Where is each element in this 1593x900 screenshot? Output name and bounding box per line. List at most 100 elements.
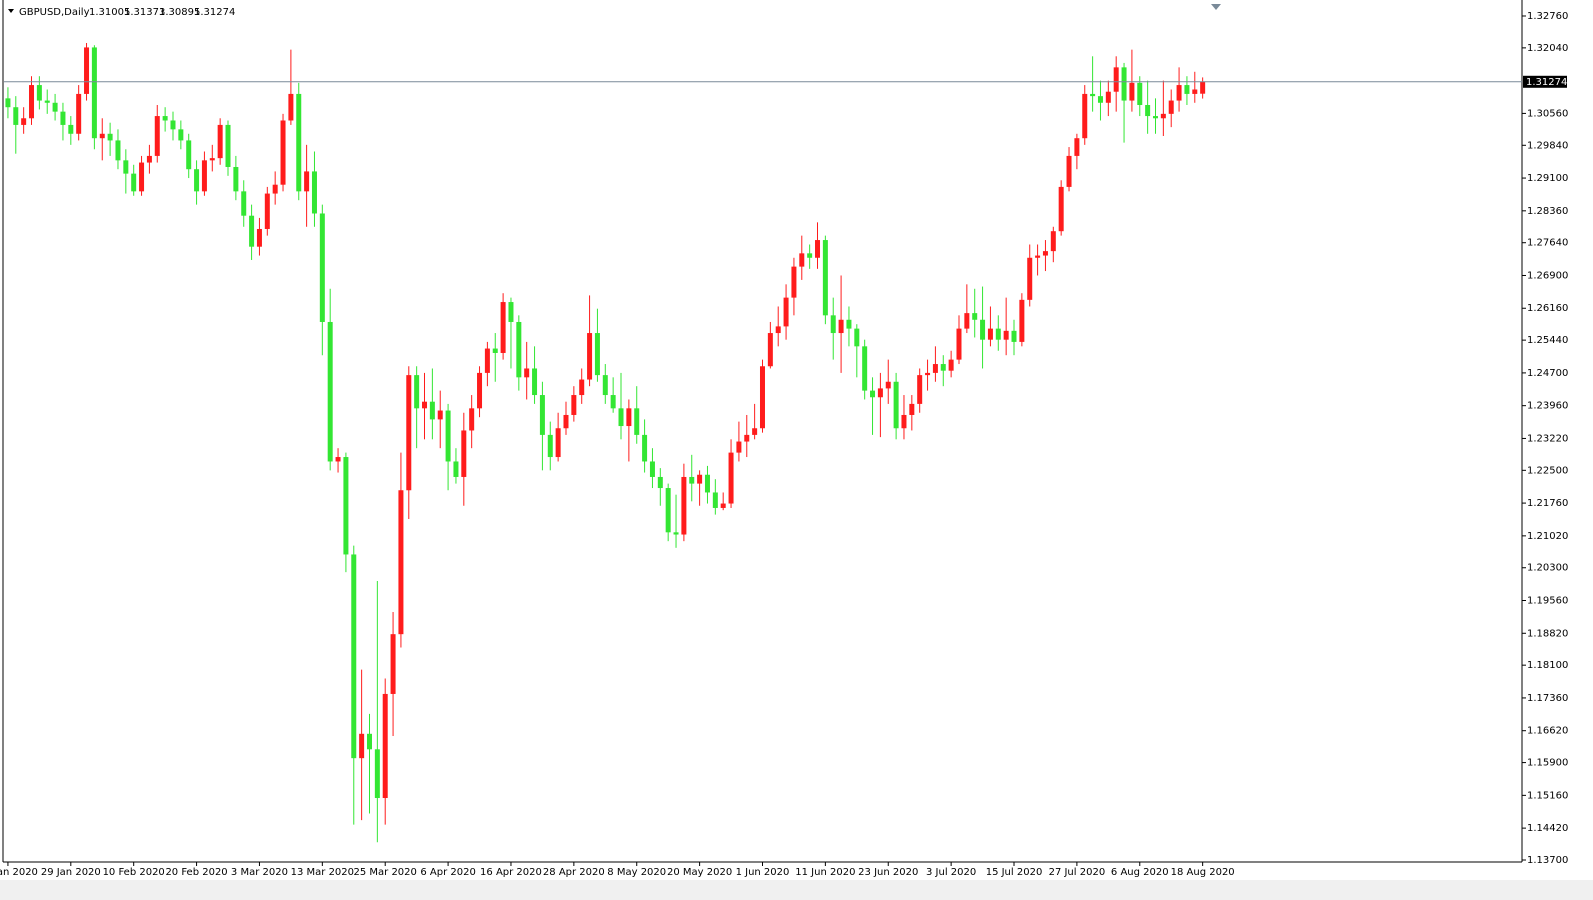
candle [422, 372, 428, 440]
candle [162, 107, 168, 132]
candle-body [13, 107, 19, 125]
candle [1192, 71, 1198, 103]
candle [1011, 319, 1017, 356]
candle-body [414, 375, 420, 409]
candle-body [822, 240, 828, 316]
candle-body [1121, 67, 1127, 101]
candle [1184, 76, 1190, 105]
x-tick-label: 10 Feb 2020 [103, 867, 165, 878]
candle-body [767, 333, 773, 367]
candle-body [390, 634, 396, 694]
x-tick-label: 29 Jan 2020 [41, 867, 101, 878]
candle [815, 222, 821, 269]
candle-body [830, 315, 836, 334]
candle [720, 492, 726, 511]
y-tick-label: 1.26900 [1527, 270, 1568, 281]
candle-body [1058, 186, 1064, 232]
candle-body [91, 47, 97, 139]
x-tick-label: 8 May 2020 [607, 867, 666, 878]
candle [256, 217, 262, 256]
candle-body [201, 160, 207, 192]
candle [555, 412, 561, 462]
y-tick-label: 1.30560 [1527, 108, 1568, 119]
candle-body [555, 428, 561, 458]
candle [1082, 85, 1088, 145]
candle-body [429, 401, 435, 420]
candle-body [115, 140, 121, 161]
candle-body [484, 348, 490, 373]
candle [44, 89, 50, 114]
candle [759, 359, 765, 433]
candle-body [131, 173, 137, 192]
candle [209, 144, 215, 172]
candle-body [154, 116, 160, 156]
candle [547, 421, 553, 471]
candle [838, 275, 844, 373]
y-tick-label: 1.18100 [1527, 660, 1568, 671]
candle [1145, 80, 1151, 134]
candle-body [783, 297, 789, 327]
candle [272, 171, 278, 205]
candle [359, 669, 365, 821]
candle-body [374, 749, 380, 799]
candle-body [477, 372, 483, 409]
candle-body [838, 319, 844, 334]
candle-body [744, 434, 750, 442]
candle [712, 479, 718, 515]
x-tick-label: 25 Mar 2020 [354, 867, 417, 878]
candle-body [1097, 96, 1103, 103]
candle [139, 155, 145, 196]
y-tick-label: 1.19560 [1527, 596, 1568, 607]
candle-body [76, 93, 82, 134]
candle [1066, 147, 1072, 192]
candle-body [453, 461, 459, 477]
candle-body [1027, 257, 1033, 300]
candle [972, 288, 978, 338]
candle-body [893, 381, 899, 429]
candle [351, 545, 357, 825]
candle [390, 612, 396, 737]
candle [437, 390, 443, 449]
candle [76, 85, 82, 141]
candle [524, 341, 530, 400]
candle-body [296, 93, 302, 192]
menu-arrow[interactable] [8, 9, 14, 13]
candle [563, 401, 569, 435]
candle-body [571, 395, 577, 415]
candle-body [366, 733, 372, 750]
candle [893, 372, 899, 440]
candle [704, 465, 710, 504]
candle [822, 235, 828, 325]
y-tick-label: 1.15160 [1527, 790, 1568, 801]
candle [799, 235, 805, 280]
candle [587, 295, 593, 387]
candle-body [712, 492, 718, 508]
candle-body [885, 381, 891, 389]
candle-body [68, 124, 74, 134]
candle [657, 468, 663, 506]
candle-body [516, 321, 522, 378]
y-tick-label: 1.25440 [1527, 335, 1568, 346]
candle [783, 284, 789, 340]
candle-body [704, 474, 710, 493]
candle [1003, 297, 1009, 356]
candle-body [500, 302, 506, 353]
candle [107, 122, 113, 156]
candle-body [1200, 81, 1206, 94]
candle-body [272, 184, 278, 194]
price-tag [1523, 75, 1567, 88]
candle [980, 286, 986, 369]
candle [382, 678, 388, 825]
candle-body [36, 85, 42, 101]
candle [594, 308, 600, 382]
candle-body [162, 116, 168, 121]
candle [186, 133, 192, 179]
candle [414, 366, 420, 449]
candle [956, 315, 962, 365]
candle [987, 306, 993, 347]
candle-body [807, 253, 813, 258]
candle [1035, 244, 1041, 276]
candle [52, 93, 58, 121]
candle [1200, 77, 1206, 99]
